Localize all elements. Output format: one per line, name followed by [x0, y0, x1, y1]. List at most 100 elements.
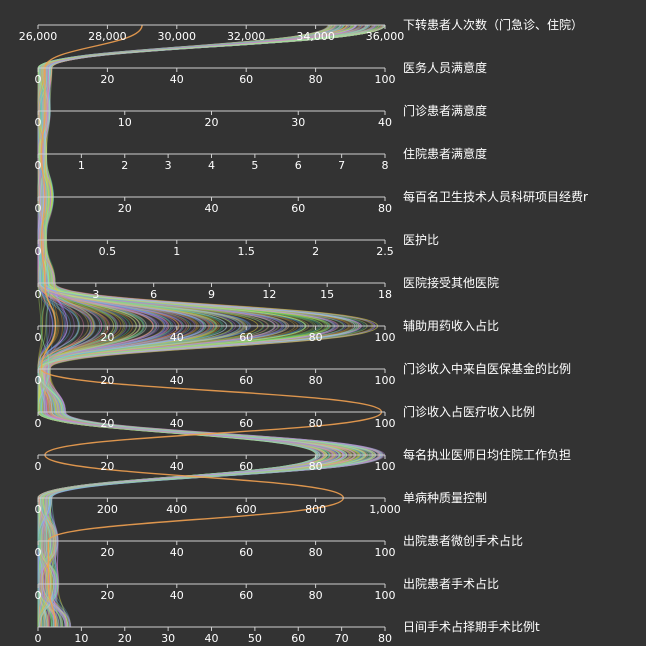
- axis-8[interactable]: 0 20 40 60 80 100 门诊收入中来自医保基金的比例: [35, 361, 572, 387]
- axis-2[interactable]: 0 10 20 30 40 门诊患者满意度: [35, 103, 488, 129]
- data-line: [37, 24, 374, 628]
- tick-label: 40: [170, 460, 184, 473]
- tick-label: 6: [295, 159, 302, 172]
- tick-label: 1.5: [237, 245, 255, 258]
- tick-label: 80: [378, 202, 392, 215]
- data-line: [37, 24, 386, 627]
- tick-label: 10: [74, 632, 88, 645]
- data-line: [37, 24, 377, 628]
- tick-label: 20: [100, 374, 114, 387]
- axis-1[interactable]: 0 20 40 60 80 100 医务人员满意度: [35, 60, 488, 86]
- tick-label: 0: [35, 159, 42, 172]
- axis-name: 日间手术占择期手术比例t: [403, 619, 540, 634]
- data-line: [37, 24, 365, 628]
- axis-name: 每名执业医师日均住院工作负担: [403, 447, 571, 462]
- tick-label: 9: [208, 288, 215, 301]
- data-line: [37, 24, 382, 628]
- tick-label: 800: [305, 503, 326, 516]
- tick-label: 100: [375, 460, 396, 473]
- tick-label: 3: [165, 159, 172, 172]
- data-line: [37, 24, 345, 628]
- tick-label: 0: [35, 460, 42, 473]
- tick-label: 36,000: [366, 30, 405, 43]
- data-line: [37, 24, 383, 628]
- axis-12[interactable]: 0 20 40 60 80 100 出院患者微创手术占比: [35, 533, 524, 559]
- tick-label: 12: [262, 288, 276, 301]
- tick-label: 50: [248, 632, 262, 645]
- axis-4[interactable]: 0 20 40 60 80 每百名卫生技术人员科研项目经费r: [35, 189, 589, 215]
- axis-6[interactable]: 0 3 6 9 12 15 18 医院接受其他医院: [35, 275, 500, 301]
- tick-label: 15: [320, 288, 334, 301]
- data-line: [37, 24, 335, 628]
- tick-label: 0: [35, 632, 42, 645]
- data-line: [37, 24, 386, 628]
- data-line: [37, 24, 381, 627]
- tick-label: 60: [291, 202, 305, 215]
- tick-label: 20: [100, 331, 114, 344]
- tick-label: 28,000: [88, 30, 127, 43]
- axis-13[interactable]: 0 20 40 60 80 100 出院患者手术占比: [35, 576, 500, 602]
- tick-label: 100: [375, 374, 396, 387]
- tick-label: 34,000: [296, 30, 335, 43]
- tick-label: 4: [208, 159, 215, 172]
- tick-label: 30: [161, 632, 175, 645]
- axis-7[interactable]: 0 20 40 60 80 100 辅助用药收入占比: [35, 318, 500, 344]
- tick-label: 60: [291, 632, 305, 645]
- tick-label: 40: [170, 417, 184, 430]
- axis-name: 门诊收入中来自医保基金的比例: [403, 361, 571, 376]
- axis-5[interactable]: 0 0.5 1 1.5 2 2.5 医护比: [35, 233, 440, 258]
- tick-label: 10: [118, 116, 132, 129]
- axis-3[interactable]: 0 1 2 3 4 5 6 7 8 住院患者满意度: [35, 146, 488, 172]
- axis-name: 门诊患者满意度: [403, 103, 487, 118]
- tick-label: 100: [375, 73, 396, 86]
- tick-label: 0: [35, 589, 42, 602]
- data-line: [37, 24, 341, 628]
- data-line: [37, 24, 367, 628]
- tick-label: 3: [92, 288, 99, 301]
- tick-label: 0: [35, 546, 42, 559]
- tick-label: 40: [205, 632, 219, 645]
- tick-label: 60: [239, 331, 253, 344]
- tick-label: 40: [170, 589, 184, 602]
- data-line: [37, 24, 360, 627]
- data-line: [37, 24, 349, 628]
- tick-label: 20: [205, 116, 219, 129]
- tick-label: 40: [205, 202, 219, 215]
- tick-label: 80: [309, 331, 323, 344]
- tick-label: 100: [375, 331, 396, 344]
- tick-label: 70: [335, 632, 349, 645]
- axis-name: 下转患者人次数（门急诊、住院）: [403, 17, 583, 32]
- tick-label: 18: [378, 288, 392, 301]
- data-line: [37, 24, 369, 628]
- tick-label: 60: [239, 417, 253, 430]
- data-line: [37, 24, 331, 628]
- tick-label: 0: [35, 288, 42, 301]
- axis-0[interactable]: 26,000 28,000 30,000 32,000 34,000 36,000下转患者…: [19, 17, 583, 43]
- tick-label: 6: [150, 288, 157, 301]
- tick-label: 60: [239, 73, 253, 86]
- tick-label: 2: [312, 245, 319, 258]
- tick-label: 2.5: [376, 245, 394, 258]
- data-line: [37, 24, 356, 628]
- data-line: [37, 24, 368, 628]
- tick-label: 200: [97, 503, 118, 516]
- tick-label: 100: [375, 589, 396, 602]
- tick-label: 0.5: [99, 245, 117, 258]
- axis-10[interactable]: 0 20 40 60 80 100 每名执业医师日均住院工作负担: [35, 447, 572, 473]
- axis-name: 每百名卫生技术人员科研项目经费r: [403, 189, 588, 204]
- tick-label: 80: [378, 632, 392, 645]
- tick-label: 32,000: [227, 30, 266, 43]
- data-line: [37, 24, 359, 628]
- axis-name: 住院患者满意度: [403, 146, 487, 161]
- tick-label: 20: [118, 632, 132, 645]
- data-line: [37, 24, 345, 628]
- data-line: [37, 24, 344, 628]
- tick-label: 400: [166, 503, 187, 516]
- data-line: [37, 24, 357, 628]
- axis-name: 单病种质量控制: [403, 490, 487, 505]
- axis-14[interactable]: 0 10 20 30 40 50 60 70 80 日间手术占择期手术比例t: [35, 619, 541, 645]
- axis-name: 医务人员满意度: [403, 60, 487, 75]
- tick-label: 1: [78, 159, 85, 172]
- axis-9[interactable]: 0 20 40 60 80 100 门诊收入占医疗收入比例: [35, 404, 536, 430]
